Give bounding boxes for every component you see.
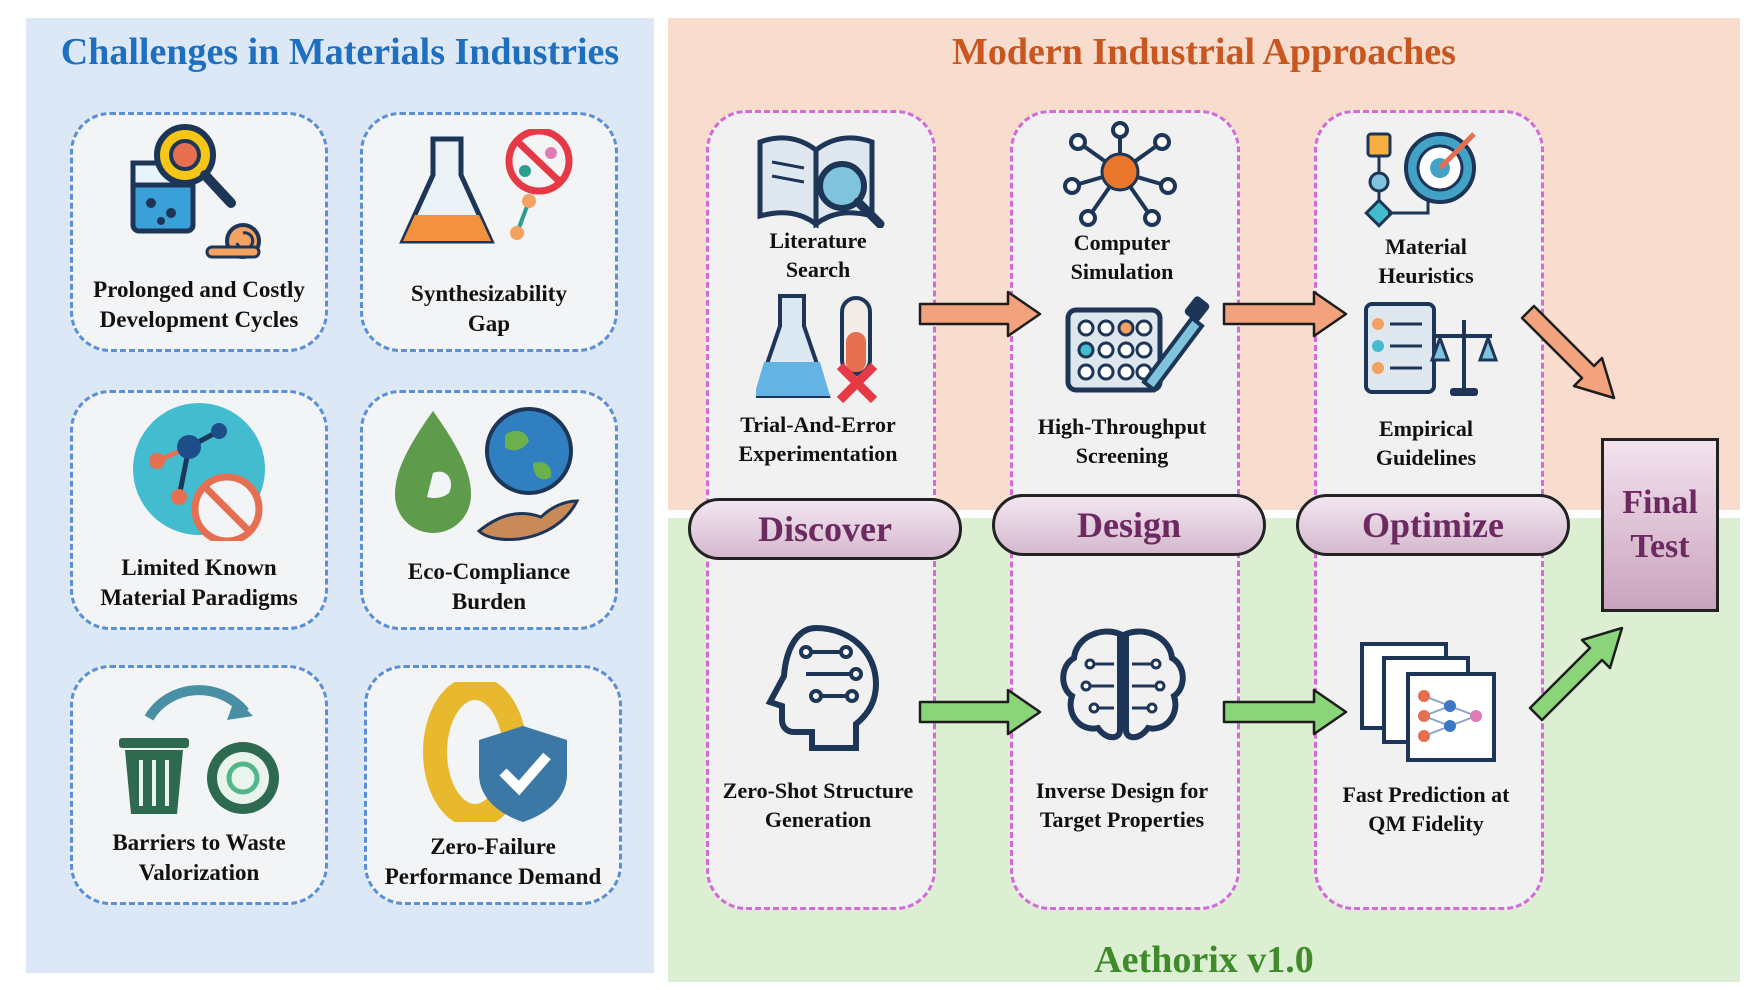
item-line2: Generation [764,807,872,832]
item-computer-simulation: Computer Simulation [1010,228,1234,286]
card-label-line1: Eco-Compliance [407,559,571,584]
item-line2: Heuristics [1378,263,1474,288]
challenge-card-synthesizability: Synthesizability Gap [360,112,618,352]
final-test-box: Final Test [1601,438,1719,612]
item-line1: Inverse Design for [1035,778,1209,803]
card-label-line2: Burden [451,589,527,614]
challenge-card-zero-failure: Zero-Failure Performance Demand [364,665,622,905]
item-high-throughput: High-Throughput Screening [1010,412,1234,470]
item-fast-prediction: Fast Prediction at QM Fidelity [1314,780,1538,838]
item-line1: Literature [769,228,867,253]
molecule-prohibited-icon [133,403,265,541]
card-label-line2: Material Paradigms [100,585,298,610]
approaches-title: Modern Industrial Approaches [952,31,1456,73]
card-label-line1: Prolonged and Costly [93,277,305,302]
final-line2: Test [1630,528,1690,565]
flowchart-target-icon [1364,132,1476,228]
item-material-heuristics: Material Heuristics [1314,232,1538,290]
card-label-line2: Gap [467,311,511,336]
card-label-line1: Limited Known [121,555,277,580]
item-line2: QM Fidelity [1368,811,1484,836]
stage-design: Design [992,494,1266,556]
card-label-line2: Development Cycles [99,307,299,332]
final-line1: Final [1622,484,1698,521]
item-line1: Empirical [1378,416,1474,441]
challenges-title: Challenges in Materials Industries [60,31,620,73]
item-line2: Guidelines [1375,445,1477,470]
card-label-line1: Zero-Failure [430,834,556,859]
item-inverse-design: Inverse Design for Target Properties [1010,776,1234,834]
challenge-card-eco-compliance: Eco-Compliance Burden [360,390,618,630]
arrow-design-to-optimize-top [1222,290,1348,338]
item-zero-shot-generation: Zero-Shot Structure Generation [706,776,930,834]
item-line2: Screening [1075,443,1169,468]
item-line1: Trial-And-Error [740,412,896,437]
card-label-line1: Synthesizability [411,281,567,306]
card-label-line2: Valorization [138,860,260,885]
arrow-optimize-to-final-top [1520,304,1616,400]
arrow-discover-to-design-bottom [918,688,1042,736]
flask-prohibited-molecule-icon [399,129,573,244]
item-trial-and-error: Trial-And-Error Experimentation [706,410,930,468]
flask-test-tube-x-icon [756,294,878,404]
arrow-design-to-optimize-bottom [1222,688,1348,736]
item-line1: Material [1385,234,1467,259]
open-book-magnifier-icon [757,135,885,228]
item-literature-search: Literature Search [706,226,930,284]
well-plate-pipette-icon [1065,296,1210,393]
stacked-neural-network-icon [1360,642,1496,762]
challenge-card-waste-valorization: Barriers to Waste Valorization [70,665,328,905]
arrow-discover-to-design-top [918,290,1042,338]
item-line1: Computer [1073,230,1171,255]
magnifier-beaker-snail-icon [130,124,261,259]
ai-head-circuit-icon [765,624,880,751]
item-line2: Simulation [1070,259,1174,284]
card-label-line1: Barriers to Waste [112,830,286,855]
zero-shield-check-icon [423,682,567,822]
item-line1: High-Throughput [1037,414,1207,439]
item-line2: Experimentation [738,441,898,466]
item-line2: Target Properties [1039,807,1205,832]
trash-recycle-gear-icon [119,685,279,814]
arrow-optimize-to-final-bottom [1528,626,1624,722]
card-label-line2: Performance Demand [384,864,602,889]
checklist-scale-icon [1364,302,1499,396]
item-line1: Zero-Shot Structure [722,778,914,803]
item-line2: Search [785,257,851,282]
stage-discover: Discover [688,498,962,560]
circuit-brain-icon [1060,628,1186,741]
network-hub-icon [1063,121,1177,227]
item-line1: Fast Prediction at [1342,782,1510,807]
challenge-card-material-paradigms: Limited Known Material Paradigms [70,390,328,630]
leaf-earth-hand-icon [395,407,580,541]
aethorix-title: Aethorix v1.0 [1094,939,1314,981]
item-empirical-guidelines: Empirical Guidelines [1314,414,1538,472]
stage-optimize: Optimize [1296,494,1570,556]
challenge-card-development-cycles: Prolonged and Costly Development Cycles [70,112,328,352]
